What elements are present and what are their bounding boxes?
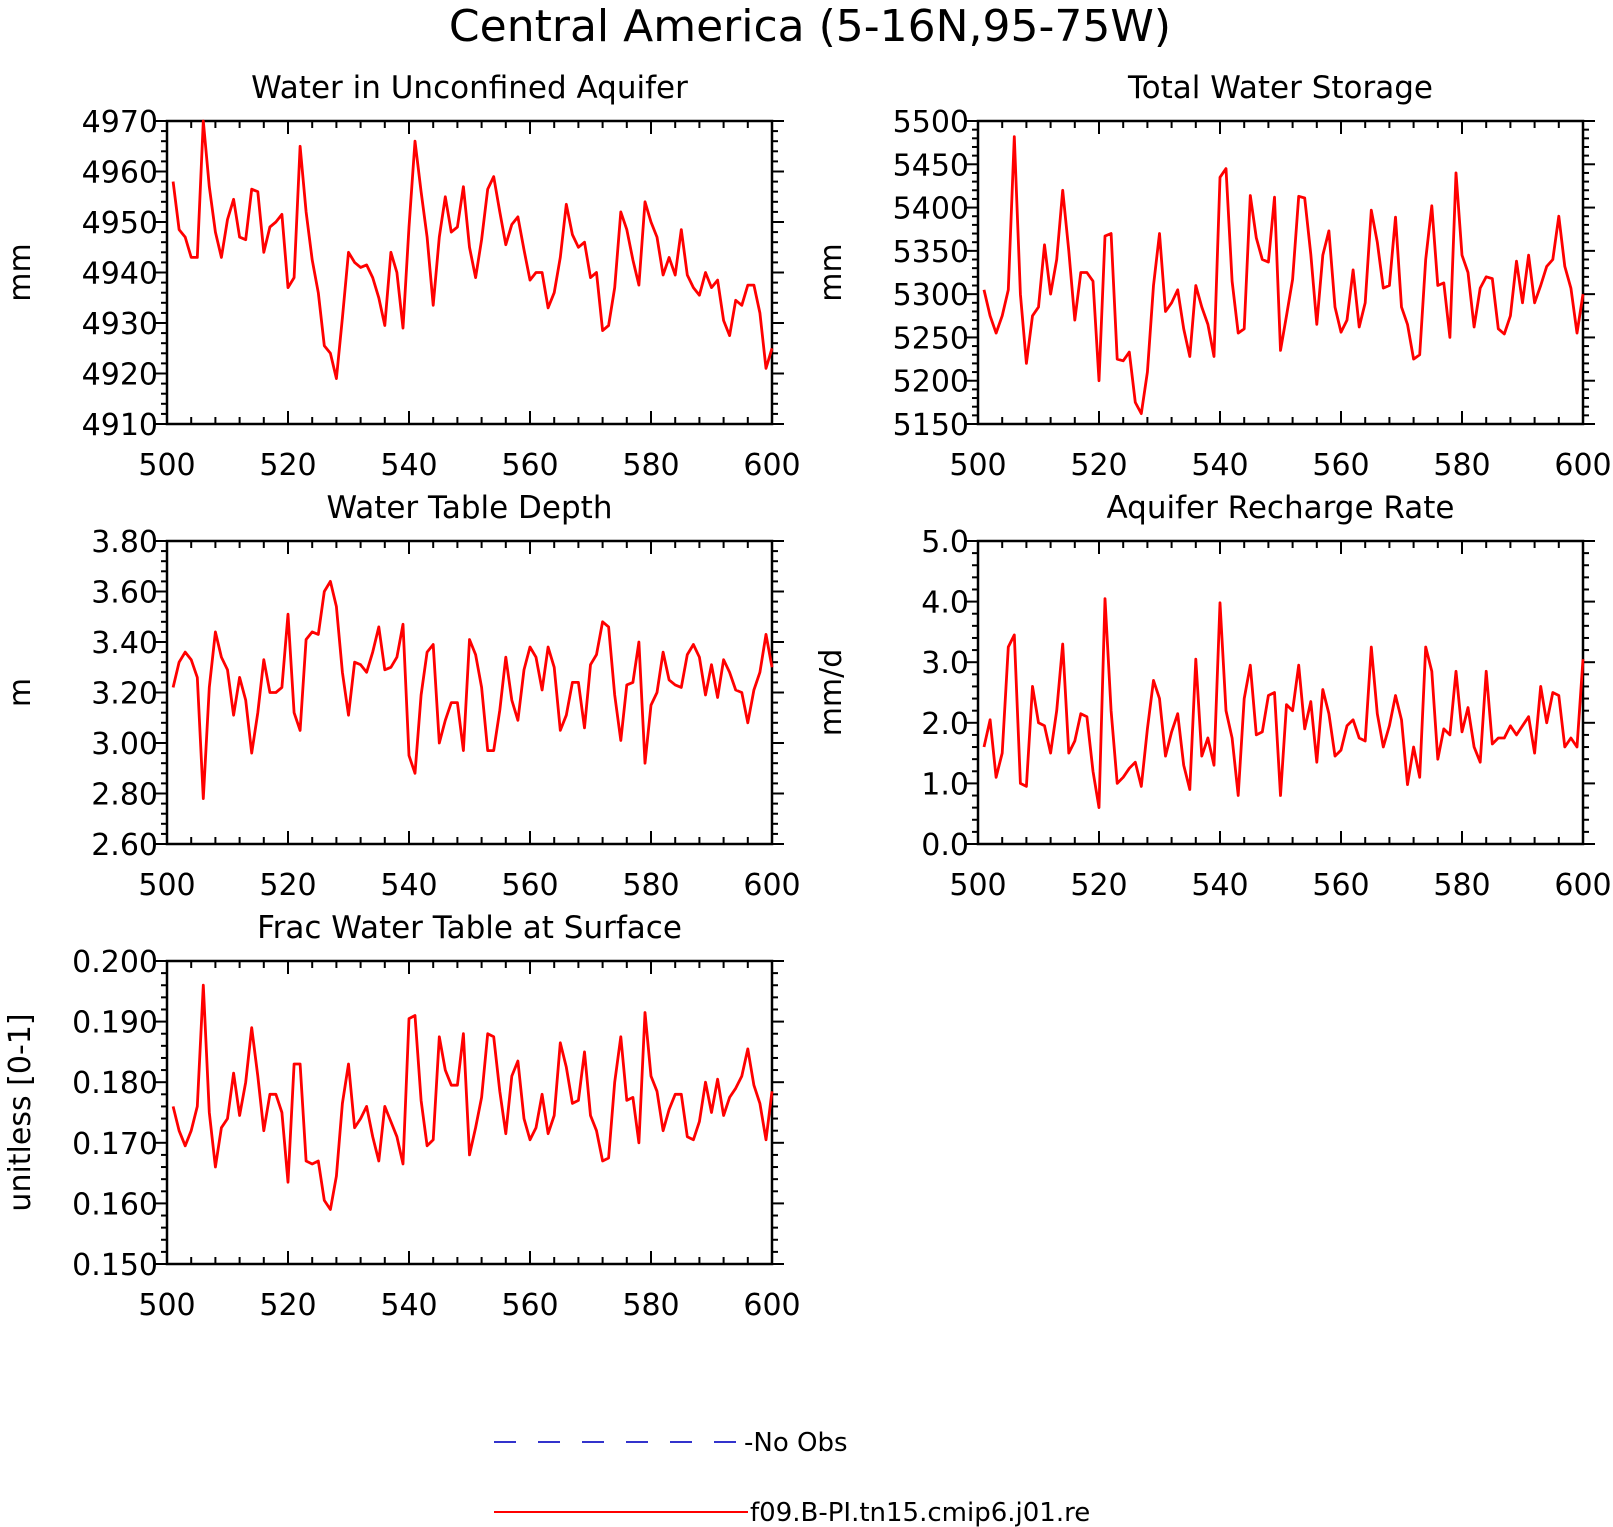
- plot-frame: [165, 539, 774, 846]
- y-tick-label: 2.80: [91, 778, 158, 813]
- y-tick-label: 5.0: [921, 525, 969, 560]
- y-tick-label: 0.0: [921, 828, 969, 863]
- y-axis-label: mm: [814, 243, 849, 301]
- series-line: [982, 135, 1585, 416]
- y-tick-label: 0.180: [72, 1066, 158, 1101]
- plot-frame: [165, 119, 774, 426]
- y-tick-label: 3.0: [921, 646, 969, 681]
- y-tick-label: 5350: [893, 235, 969, 270]
- x-tick-label: 600: [1554, 868, 1611, 903]
- panel-2: Total Water Storage mm 500 520 540 560 580 600 5…: [814, 70, 1612, 483]
- x-tick-label: 520: [1070, 868, 1127, 903]
- panels: Water in Unconfined Aquifer mm 500 520 540 56…: [3, 70, 1612, 1323]
- x-tick-label: 500: [949, 868, 1006, 903]
- x-tick-label: 560: [1312, 868, 1369, 903]
- panel-3: Water Table Depth m 500 520 540 560 580 600 2.60…: [3, 490, 801, 903]
- panel-title: Water in Unconfined Aquifer: [251, 70, 688, 106]
- x-tick-label: 580: [622, 1288, 679, 1323]
- y-tick-label: 0.170: [72, 1127, 158, 1162]
- y-tick-label: 5450: [893, 148, 969, 183]
- panel-title: Frac Water Table at Surface: [257, 910, 682, 946]
- y-tick-label: 3.40: [91, 626, 158, 661]
- y-tick-label: 1.0: [921, 767, 969, 802]
- figure-title: Central America (5-16N,95-75W): [449, 1, 1171, 52]
- panel-5: Frac Water Table at Surface unitless [0-1…: [3, 910, 801, 1323]
- panel-1: Water in Unconfined Aquifer mm 500 520 540 56…: [3, 70, 801, 483]
- y-tick-label: 4950: [82, 206, 158, 241]
- y-tick-label: 3.20: [91, 677, 158, 712]
- x-tick-label: 540: [380, 868, 437, 903]
- y-tick-label: 2.60: [91, 828, 158, 863]
- legend-label-no-obs: -No Obs: [744, 1428, 848, 1458]
- y-tick-label: 2.0: [921, 707, 969, 742]
- plot-frame: [976, 539, 1585, 846]
- x-tick-label: 520: [259, 868, 316, 903]
- x-tick-label: 540: [380, 448, 437, 483]
- legend-label-model: f09.B-PI.tn15.cmip6.j01.re: [750, 1498, 1090, 1527]
- panel-title: Aquifer Recharge Rate: [1107, 490, 1455, 526]
- x-tick-label: 560: [501, 868, 558, 903]
- series-line: [171, 119, 774, 381]
- x-tick-label: 580: [1433, 448, 1490, 483]
- y-tick-label: 0.160: [72, 1187, 158, 1222]
- panel-title: Total Water Storage: [1127, 70, 1433, 106]
- y-axis-label: unitless [0-1]: [3, 1013, 38, 1211]
- x-tick-label: 520: [259, 448, 316, 483]
- x-tick-label: 600: [743, 1288, 800, 1323]
- y-tick-label: 5400: [893, 192, 969, 227]
- y-axis-label: m: [3, 678, 38, 707]
- series-line: [171, 580, 774, 800]
- x-tick-label: 580: [622, 868, 679, 903]
- x-tick-label: 540: [380, 1288, 437, 1323]
- y-tick-label: 5200: [893, 365, 969, 400]
- y-tick-label: 3.60: [91, 576, 158, 611]
- y-tick-label: 4970: [82, 105, 158, 140]
- series-line: [171, 983, 774, 1211]
- y-tick-label: 4960: [82, 156, 158, 191]
- x-tick-label: 600: [743, 868, 800, 903]
- y-tick-label: 0.190: [72, 1006, 158, 1041]
- x-tick-label: 540: [1191, 448, 1248, 483]
- y-tick-label: 5150: [893, 408, 969, 443]
- y-tick-label: 4910: [82, 408, 158, 443]
- y-tick-label: 5500: [893, 105, 969, 140]
- y-tick-label: 3.80: [91, 525, 158, 560]
- x-tick-label: 500: [138, 868, 195, 903]
- y-tick-label: 3.00: [91, 727, 158, 762]
- legend: -No Obs f09.B-PI.tn15.cmip6.j01.re: [494, 1428, 1090, 1527]
- y-tick-label: 4.0: [921, 586, 969, 621]
- series-line: [982, 597, 1585, 809]
- x-tick-label: 600: [743, 448, 800, 483]
- panel-title: Water Table Depth: [327, 490, 613, 526]
- x-tick-label: 500: [138, 1288, 195, 1323]
- y-tick-label: 4940: [82, 257, 158, 292]
- y-tick-label: 4930: [82, 307, 158, 342]
- plot-frame: [165, 959, 774, 1266]
- panel-4: Aquifer Recharge Rate mm/d 500 520 540 560 580…: [814, 490, 1612, 903]
- x-tick-label: 540: [1191, 868, 1248, 903]
- x-tick-label: 500: [949, 448, 1006, 483]
- x-tick-label: 580: [1433, 868, 1490, 903]
- y-tick-label: 5300: [893, 278, 969, 313]
- y-axis-label: mm/d: [814, 649, 849, 737]
- x-tick-label: 600: [1554, 448, 1611, 483]
- x-tick-label: 520: [1070, 448, 1127, 483]
- plot-frame: [976, 119, 1585, 426]
- y-tick-label: 0.200: [72, 945, 158, 980]
- y-tick-label: 5250: [893, 321, 969, 356]
- y-tick-label: 4920: [82, 358, 158, 393]
- y-tick-label: 0.150: [72, 1248, 158, 1283]
- x-tick-label: 580: [622, 448, 679, 483]
- x-tick-label: 560: [1312, 448, 1369, 483]
- y-axis-label: mm: [3, 243, 38, 301]
- x-tick-label: 520: [259, 1288, 316, 1323]
- x-tick-label: 500: [138, 448, 195, 483]
- x-tick-label: 560: [501, 448, 558, 483]
- x-tick-label: 560: [501, 1288, 558, 1323]
